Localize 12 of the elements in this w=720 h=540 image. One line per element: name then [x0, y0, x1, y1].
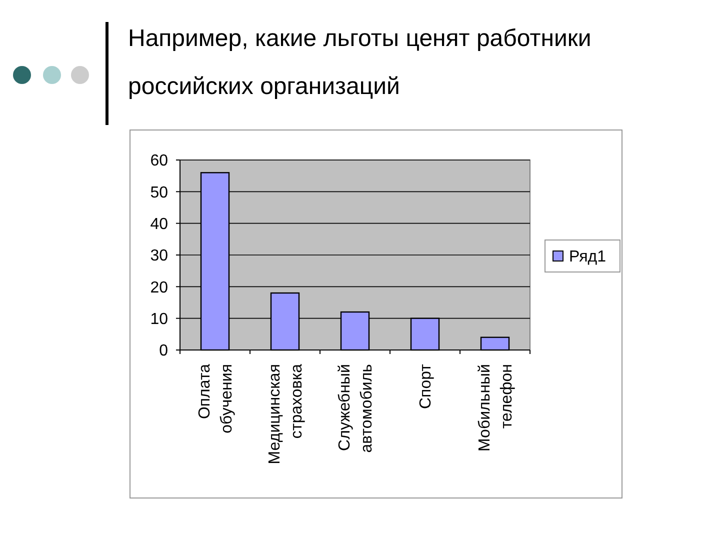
x-tick-label: Оплата обучения [196, 364, 236, 434]
y-tick-label: 10 [150, 310, 168, 328]
legend-label: Ряд1 [569, 248, 606, 266]
chart-title: Например, какие льготы ценят работники российских организаций [128, 25, 592, 100]
y-tick-label: 40 [150, 216, 168, 233]
y-tick-label: 60 [150, 152, 168, 170]
y-tick-label: 0 [159, 342, 168, 360]
y-tick-label: 20 [150, 279, 168, 296]
x-tick-label: Мобильный телефон [476, 364, 516, 452]
x-tick-label: Спорт [418, 363, 435, 409]
y-tick-label: 30 [150, 248, 168, 265]
y-tick-label: 50 [150, 184, 168, 202]
